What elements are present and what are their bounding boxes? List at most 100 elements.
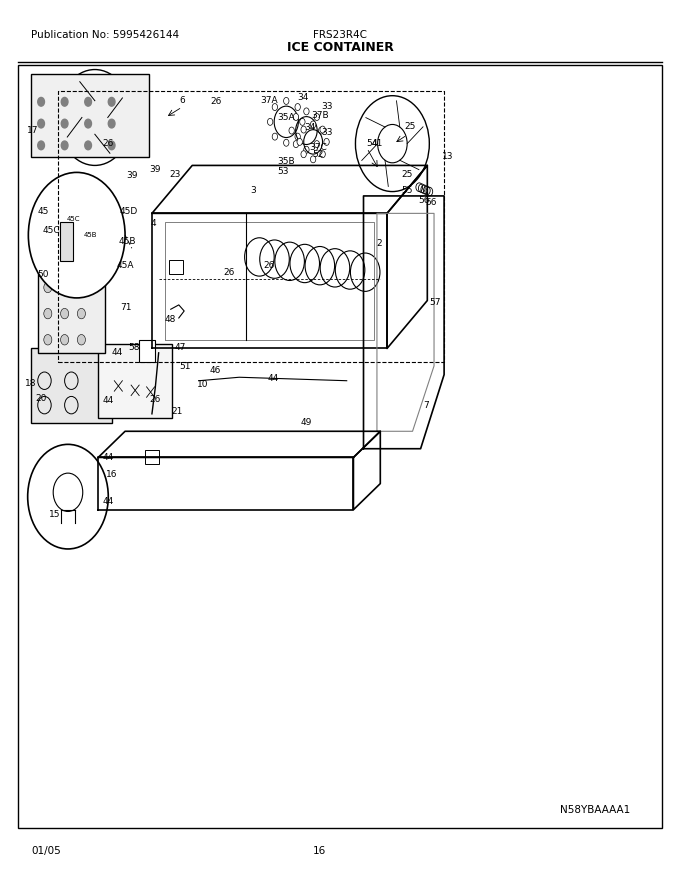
Text: 2: 2 [376, 238, 381, 247]
Text: 39: 39 [150, 165, 161, 174]
Circle shape [85, 98, 92, 106]
Text: 55: 55 [401, 187, 413, 195]
Circle shape [44, 256, 52, 267]
Text: 54: 54 [367, 139, 378, 148]
Circle shape [38, 98, 44, 106]
Circle shape [61, 308, 69, 319]
Circle shape [38, 119, 44, 128]
Circle shape [295, 133, 301, 140]
Text: 26: 26 [264, 261, 275, 270]
Text: 7: 7 [423, 400, 429, 409]
Text: 39: 39 [126, 171, 137, 180]
Circle shape [304, 108, 309, 115]
Text: 26: 26 [150, 394, 161, 404]
Circle shape [108, 98, 115, 106]
Circle shape [38, 141, 44, 150]
Circle shape [78, 308, 86, 319]
Text: 26: 26 [224, 268, 235, 277]
Text: 45: 45 [37, 207, 49, 216]
Circle shape [108, 141, 115, 150]
Text: 37B: 37B [311, 111, 328, 121]
Text: 13: 13 [442, 152, 453, 161]
Text: 25: 25 [401, 170, 413, 179]
Bar [31, 74, 148, 157]
Circle shape [85, 141, 92, 150]
Text: 15: 15 [49, 510, 61, 518]
Circle shape [293, 141, 299, 148]
Circle shape [314, 114, 320, 121]
Bar [139, 340, 155, 362]
Text: 37A: 37A [260, 96, 278, 105]
Text: 23: 23 [170, 170, 181, 179]
Text: 56: 56 [425, 197, 437, 207]
Bar [38, 231, 105, 353]
Circle shape [300, 118, 305, 125]
Text: 4: 4 [150, 219, 156, 228]
Circle shape [324, 138, 329, 145]
Bar [60, 222, 73, 261]
Text: 58: 58 [128, 343, 139, 352]
Circle shape [293, 114, 299, 121]
Circle shape [78, 282, 86, 293]
Text: 33: 33 [321, 128, 333, 136]
Text: 26: 26 [103, 139, 114, 148]
Text: 34: 34 [304, 123, 316, 133]
Circle shape [61, 334, 69, 345]
Text: 44: 44 [103, 396, 114, 406]
Circle shape [61, 256, 69, 267]
Text: 35A: 35A [277, 113, 295, 122]
Circle shape [61, 282, 69, 293]
Circle shape [44, 308, 52, 319]
Text: 44: 44 [112, 348, 122, 357]
Text: 25: 25 [405, 121, 416, 131]
Text: Publication No: 5995426144: Publication No: 5995426144 [31, 30, 179, 40]
Circle shape [301, 126, 306, 133]
Circle shape [320, 126, 325, 133]
Text: 16: 16 [313, 847, 326, 856]
Circle shape [44, 282, 52, 293]
Circle shape [267, 118, 273, 125]
Bar [58, 92, 444, 362]
Circle shape [289, 127, 294, 134]
Bar [98, 344, 172, 418]
Circle shape [29, 172, 125, 298]
Text: 17: 17 [27, 126, 38, 135]
Circle shape [272, 104, 277, 111]
Circle shape [272, 133, 277, 140]
Text: 21: 21 [172, 407, 183, 415]
Text: ICE CONTAINER: ICE CONTAINER [286, 41, 394, 55]
Circle shape [295, 104, 301, 111]
Text: 45C: 45C [67, 216, 80, 223]
Circle shape [301, 150, 306, 158]
Circle shape [314, 141, 320, 148]
Text: 49: 49 [301, 418, 312, 427]
Text: 45D: 45D [119, 207, 137, 216]
Text: FRS23R4C: FRS23R4C [313, 30, 367, 40]
Text: 26: 26 [210, 98, 222, 106]
Text: 3: 3 [250, 187, 256, 195]
Circle shape [78, 334, 86, 345]
Text: 45C: 45C [42, 226, 60, 235]
Text: 6: 6 [180, 96, 185, 105]
Text: 57: 57 [430, 297, 441, 307]
Bar [146, 451, 158, 465]
Text: 45A: 45A [116, 261, 134, 270]
Text: 41: 41 [371, 139, 383, 148]
Circle shape [297, 138, 303, 145]
Text: 45B: 45B [84, 232, 97, 238]
Circle shape [28, 444, 108, 549]
Circle shape [78, 256, 86, 267]
Text: 34: 34 [297, 93, 309, 102]
Circle shape [61, 98, 68, 106]
Text: 53: 53 [277, 167, 288, 176]
Circle shape [85, 119, 92, 128]
Bar [18, 65, 662, 828]
Text: 10: 10 [197, 379, 208, 389]
Text: 44: 44 [267, 375, 278, 384]
Text: 71: 71 [120, 303, 132, 312]
Text: 48: 48 [165, 315, 176, 324]
Text: 52: 52 [312, 150, 324, 158]
Text: 18: 18 [25, 379, 37, 388]
Text: 51: 51 [180, 363, 191, 371]
Text: N58YBAAAA1: N58YBAAAA1 [560, 805, 630, 816]
